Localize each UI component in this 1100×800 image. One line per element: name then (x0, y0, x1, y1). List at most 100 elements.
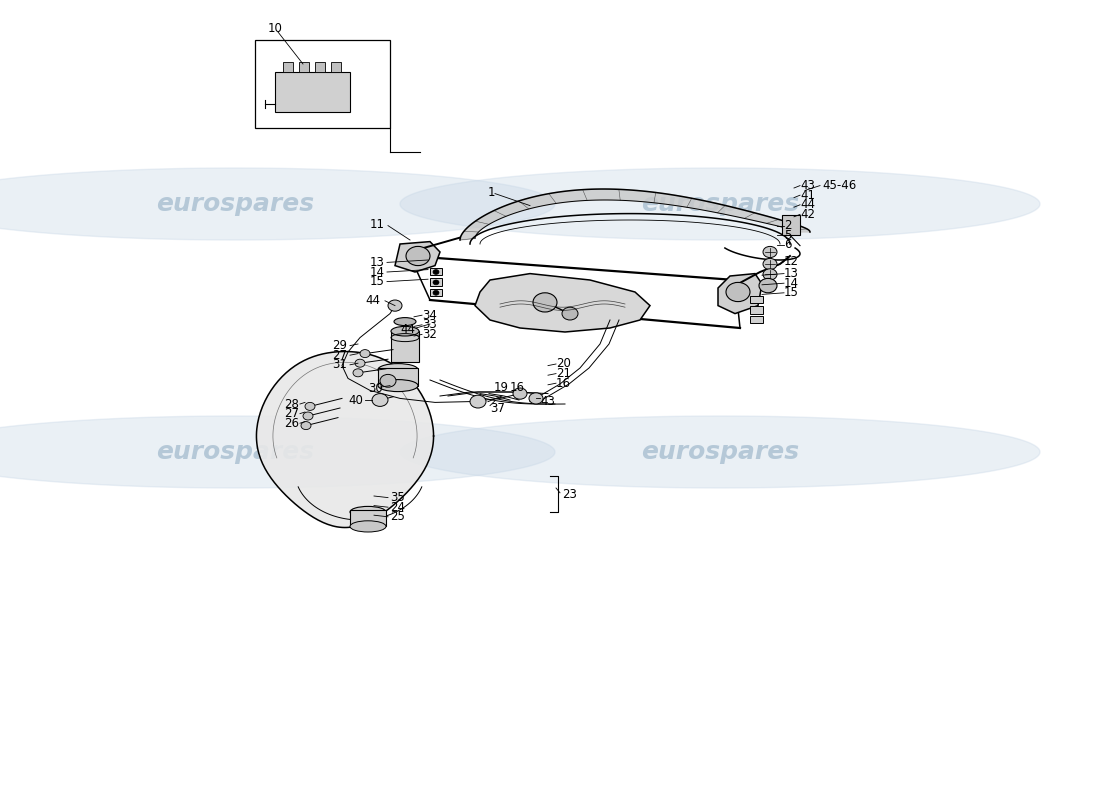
Polygon shape (718, 274, 762, 314)
Text: 14: 14 (784, 277, 799, 290)
Text: 10: 10 (268, 22, 283, 34)
Text: 30: 30 (368, 382, 383, 394)
Text: 20: 20 (556, 358, 571, 370)
Polygon shape (0, 416, 556, 488)
Text: 41: 41 (800, 189, 815, 202)
Circle shape (470, 395, 486, 408)
Text: 15: 15 (784, 286, 799, 299)
Bar (750, 316, 763, 323)
Text: 6: 6 (784, 238, 792, 251)
Bar (299, 62, 309, 72)
Text: 1: 1 (488, 186, 495, 198)
Bar (750, 306, 763, 314)
Circle shape (763, 258, 777, 270)
Bar (430, 268, 442, 275)
Text: eurospares: eurospares (156, 192, 315, 216)
Circle shape (388, 300, 401, 311)
Text: 29: 29 (332, 339, 346, 352)
Bar (283, 62, 293, 72)
Text: 12: 12 (784, 255, 799, 268)
Polygon shape (0, 168, 556, 240)
Text: 16: 16 (510, 381, 525, 394)
Text: 27: 27 (284, 407, 299, 420)
Ellipse shape (394, 318, 416, 326)
Bar (782, 215, 800, 235)
Text: 5: 5 (784, 229, 791, 242)
Text: 43: 43 (800, 179, 815, 192)
Text: 14: 14 (370, 266, 385, 278)
Ellipse shape (390, 326, 419, 336)
Text: 13: 13 (370, 256, 385, 269)
Text: 24: 24 (390, 501, 405, 514)
Ellipse shape (378, 379, 418, 391)
Bar (331, 62, 341, 72)
Circle shape (353, 369, 363, 377)
Circle shape (301, 422, 311, 430)
Circle shape (433, 280, 439, 285)
Circle shape (562, 307, 578, 320)
Circle shape (763, 269, 777, 280)
Polygon shape (395, 242, 440, 272)
Bar (430, 278, 442, 286)
Polygon shape (256, 351, 433, 527)
Circle shape (529, 393, 543, 404)
Text: 37: 37 (490, 402, 505, 414)
Circle shape (433, 290, 439, 295)
Bar (430, 289, 442, 296)
Polygon shape (460, 189, 810, 240)
Circle shape (726, 282, 750, 302)
Circle shape (355, 359, 365, 367)
Text: 44: 44 (400, 323, 415, 336)
Text: 33: 33 (422, 318, 437, 331)
Circle shape (759, 278, 777, 293)
Text: 32: 32 (422, 328, 437, 341)
Text: eurospares: eurospares (156, 440, 315, 464)
Ellipse shape (378, 363, 418, 375)
Bar (378, 368, 418, 386)
Text: 43: 43 (540, 395, 554, 408)
Text: 34: 34 (422, 309, 437, 322)
Text: 11: 11 (370, 218, 385, 230)
Text: 2: 2 (784, 219, 792, 232)
Text: 45-46: 45-46 (822, 179, 856, 192)
Text: eurospares: eurospares (641, 192, 799, 216)
Bar (350, 510, 386, 526)
Polygon shape (400, 416, 1040, 488)
Text: 25: 25 (390, 510, 405, 523)
Text: 42: 42 (800, 208, 815, 221)
Bar (275, 72, 350, 112)
Circle shape (406, 246, 430, 266)
Bar (390, 331, 419, 362)
Ellipse shape (350, 521, 386, 532)
Text: 21: 21 (556, 367, 571, 380)
Polygon shape (475, 274, 650, 332)
Bar (750, 296, 763, 303)
Text: 26: 26 (284, 417, 299, 430)
Text: 35: 35 (390, 491, 405, 504)
Circle shape (534, 293, 557, 312)
Polygon shape (400, 168, 1040, 240)
Text: 27: 27 (332, 349, 346, 362)
Text: 28: 28 (284, 398, 299, 410)
Text: eurospares: eurospares (641, 440, 799, 464)
Text: 15: 15 (370, 275, 385, 288)
Bar (315, 62, 324, 72)
Circle shape (513, 388, 527, 399)
Circle shape (433, 270, 439, 274)
Bar (255, 40, 390, 128)
Text: 44: 44 (365, 294, 380, 306)
Text: 19: 19 (494, 381, 509, 394)
Text: 44: 44 (800, 198, 815, 211)
Text: 23: 23 (562, 488, 576, 501)
Circle shape (305, 402, 315, 410)
Circle shape (379, 374, 396, 387)
Ellipse shape (350, 506, 386, 518)
Circle shape (302, 412, 313, 420)
Text: 40: 40 (348, 394, 363, 406)
Text: 31: 31 (332, 358, 346, 371)
Text: 13: 13 (784, 267, 799, 280)
Text: 16: 16 (556, 377, 571, 390)
Circle shape (763, 246, 777, 258)
Circle shape (372, 394, 388, 406)
Circle shape (360, 350, 370, 358)
